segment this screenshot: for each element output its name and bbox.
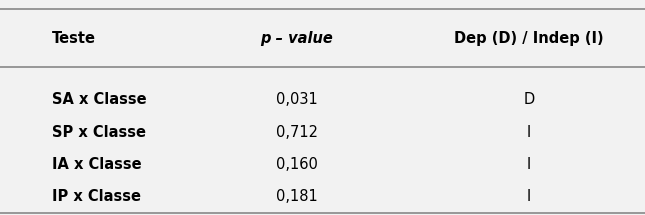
Text: 0,181: 0,181 — [276, 189, 317, 204]
Text: I: I — [527, 125, 531, 140]
Text: SA x Classe: SA x Classe — [52, 92, 146, 108]
Text: 0,712: 0,712 — [275, 125, 318, 140]
Text: p – value: p – value — [261, 31, 333, 46]
Text: IP x Classe: IP x Classe — [52, 189, 141, 204]
Text: I: I — [527, 189, 531, 204]
Text: Dep (D) / Indep (I): Dep (D) / Indep (I) — [454, 31, 604, 46]
Text: 0,160: 0,160 — [276, 157, 317, 172]
Text: I: I — [527, 157, 531, 172]
Text: Teste: Teste — [52, 31, 95, 46]
Text: SP x Classe: SP x Classe — [52, 125, 146, 140]
Text: 0,031: 0,031 — [276, 92, 317, 108]
Text: IA x Classe: IA x Classe — [52, 157, 141, 172]
Text: D: D — [523, 92, 535, 108]
